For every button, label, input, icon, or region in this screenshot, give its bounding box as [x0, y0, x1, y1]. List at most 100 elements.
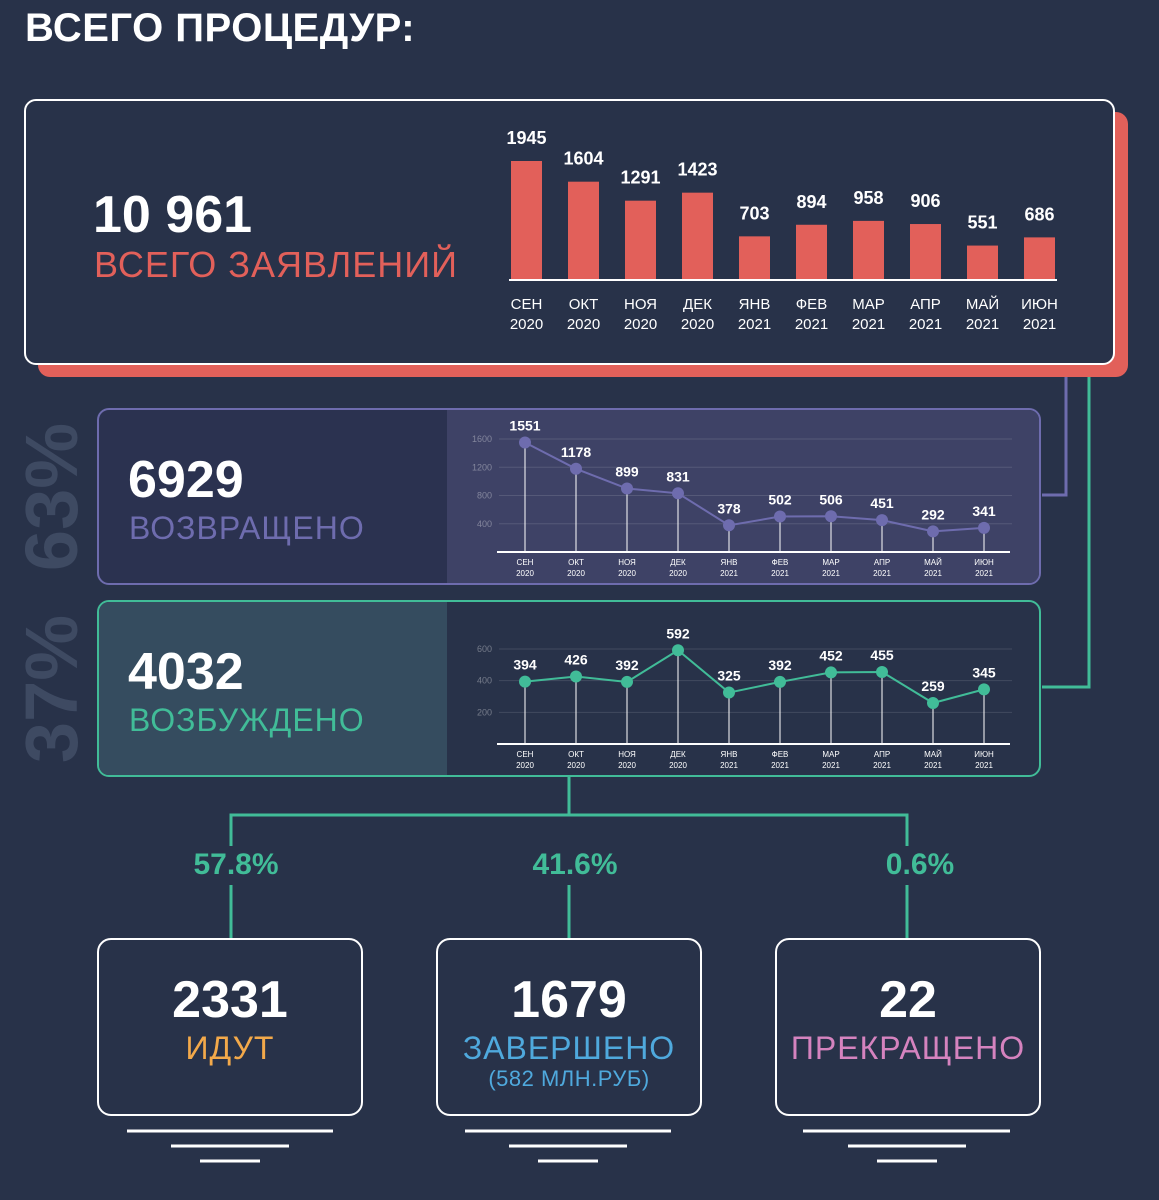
excited-month-label: АПР — [874, 750, 890, 759]
excited-point — [825, 666, 837, 679]
returned-value-label: 899 — [615, 464, 639, 480]
bar-value-label: 906 — [910, 191, 940, 211]
excited-value-label: 426 — [564, 652, 588, 668]
bar-month-label: ДЕК — [683, 296, 712, 313]
excited-year-label: 2020 — [567, 761, 585, 770]
bar — [1024, 237, 1055, 279]
excited-year-label: 2021 — [720, 761, 738, 770]
bar — [967, 245, 998, 279]
excited-year-label: 2020 — [516, 761, 534, 770]
bar-value-label: 1604 — [563, 149, 603, 169]
excited-series-line — [524, 649, 985, 705]
bar — [739, 236, 770, 279]
bar-month-label: МАЙ — [966, 295, 999, 313]
returned-year-label: 2020 — [618, 569, 636, 578]
excited-year-label: 2021 — [873, 761, 891, 770]
returned-value-label: 341 — [972, 503, 996, 519]
returned-point — [723, 519, 735, 532]
returned-point — [621, 482, 633, 495]
returned-chart-panel — [447, 410, 1039, 583]
terminated-percent: 0.6% — [885, 848, 955, 881]
bar-year-label: 2020 — [624, 316, 657, 333]
excited-year-label: 2021 — [924, 761, 942, 770]
total-value: 10 961 — [93, 186, 253, 244]
excited-point — [927, 696, 939, 709]
bar-month-label: ОКТ — [569, 296, 599, 313]
returned-month-label: СЕН — [517, 558, 534, 567]
excited-value-label: 345 — [972, 664, 996, 680]
returned-value-label: 502 — [768, 492, 792, 508]
returned-value: 6929 — [128, 451, 244, 509]
excited-value-label: 392 — [768, 657, 792, 673]
bar-value-label: 894 — [796, 192, 826, 212]
returned-value-label: 831 — [666, 468, 690, 484]
ongoing-card: 2331 ИДУТ — [97, 938, 363, 1116]
returned-value-label: 1551 — [509, 417, 540, 433]
returned-series-line — [524, 441, 985, 533]
bar — [910, 224, 941, 279]
page-title: ВСЕГО ПРОЦЕДУР: — [25, 6, 416, 50]
returned-value-label: 378 — [717, 500, 741, 516]
returned-month-label: ЯНВ — [721, 558, 738, 567]
excited-label: ВОЗБУЖДЕНО — [129, 702, 365, 738]
total-card: 10 961 ВСЕГО ЗАЯВЛЕНИЙ 1945 СЕН 2020 1604 ОК… — [24, 99, 1115, 365]
completed-card: 1679 ЗАВЕРШЕНО (582 МЛН.РУБ) — [436, 938, 702, 1116]
returned-year-label: 2020 — [567, 569, 585, 578]
excited-line-chart: 200 400 600 394 СЕН 2020 426 ОКТ 2020 392 НОЯ 2020 5… — [477, 625, 1012, 770]
returned-year-label: 2021 — [771, 569, 789, 578]
bar-year-label: 2020 — [681, 316, 714, 333]
bar — [796, 224, 827, 279]
bar-year-label: 2021 — [1023, 316, 1056, 333]
excited-month-label: СЕН — [517, 750, 534, 759]
excited-month-label: МАЙ — [924, 750, 942, 759]
returned-value-label: 506 — [819, 491, 843, 507]
excited-point — [570, 670, 582, 683]
returned-ytick-label: 1200 — [472, 462, 492, 472]
returned-point — [774, 510, 786, 523]
ongoing-label: ИДУТ — [185, 1030, 275, 1066]
returned-month-label: МАР — [822, 558, 839, 567]
bar-year-label: 2021 — [966, 316, 999, 333]
total-label: ВСЕГО ЗАЯВЛЕНИЙ — [94, 244, 459, 285]
returned-value-label: 451 — [870, 495, 894, 511]
returned-point — [570, 462, 582, 475]
bar-year-label: 2021 — [909, 316, 942, 333]
excited-value-label: 592 — [666, 625, 690, 641]
excited-year-label: 2021 — [771, 761, 789, 770]
bar-value-label: 551 — [967, 213, 997, 233]
bar — [853, 220, 884, 279]
bar-month-label: НОЯ — [624, 296, 657, 313]
returned-ytick-label: 400 — [477, 519, 492, 529]
returned-ytick-label: 800 — [477, 491, 492, 501]
excited-value: 4032 — [128, 643, 244, 701]
bar-value-label: 958 — [853, 188, 883, 208]
returned-month-label: ФЕВ — [772, 558, 789, 567]
returned-point — [927, 525, 939, 538]
excited-ytick-label: 200 — [477, 707, 492, 717]
excited-year-label: 2021 — [822, 761, 840, 770]
bar-month-label: ИЮН — [1021, 296, 1058, 313]
bar — [511, 161, 542, 279]
completed-amount: (582 МЛН.РУБ) — [488, 1066, 650, 1091]
returned-line-chart: 400 800 1200 1600 1551 СЕН 2020 1178 ОКТ 2020 899 Н… — [472, 417, 1012, 578]
returned-card: 6929 ВОЗВРАЩЕНО 400 800 1200 1600 1551 СЕН 202… — [97, 408, 1041, 585]
excited-year-label: 2020 — [669, 761, 687, 770]
terminated-value: 22 — [879, 971, 937, 1029]
excited-month-label: ДЕК — [670, 750, 686, 759]
excited-value-label: 455 — [870, 647, 894, 663]
bar-year-label: 2020 — [567, 316, 600, 333]
bar-value-label: 1945 — [506, 128, 546, 148]
bar-chart: 1945 СЕН 2020 1604 ОКТ 2020 1291 НОЯ 2020 1423 ДЕК… — [506, 128, 1058, 333]
excited-point — [672, 644, 684, 657]
excited-year-label: 2021 — [975, 761, 993, 770]
excited-month-label: ОКТ — [568, 750, 584, 759]
excited-month-label: МАР — [822, 750, 839, 759]
bar-month-label: ЯНВ — [739, 296, 771, 313]
returned-month-label: АПР — [874, 558, 890, 567]
bar-year-label: 2021 — [852, 316, 885, 333]
excited-value-label: 325 — [717, 668, 741, 684]
returned-year-label: 2020 — [669, 569, 687, 578]
completed-label: ЗАВЕРШЕНО — [462, 1030, 676, 1066]
returned-point — [978, 521, 990, 534]
